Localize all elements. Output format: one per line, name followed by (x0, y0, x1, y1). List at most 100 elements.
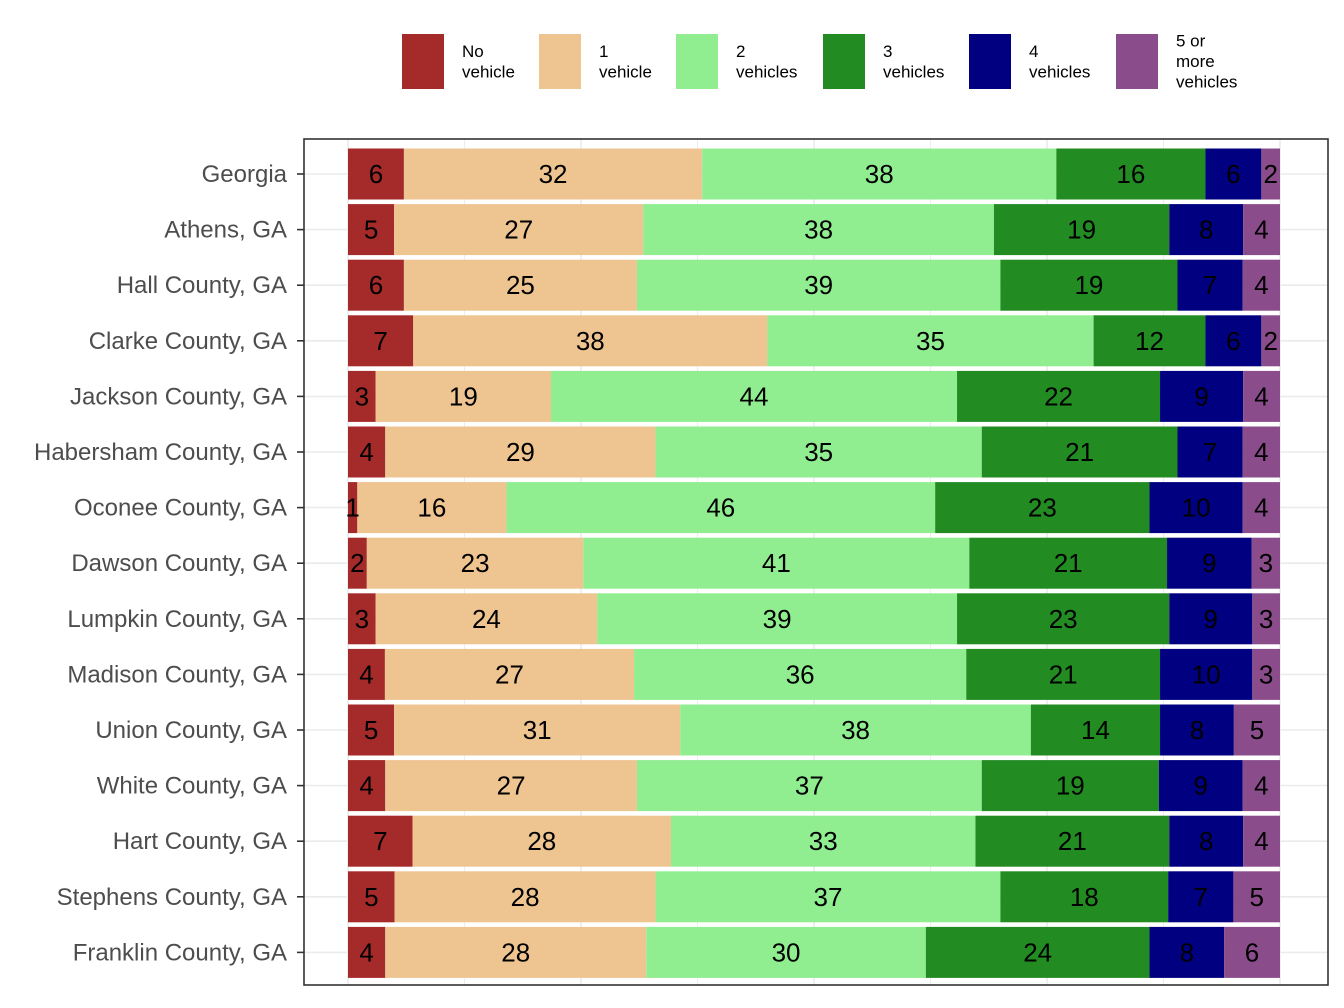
bar-label-franklin-county-ga-4-vehicles: 8 (1180, 937, 1194, 967)
bar-label-jackson-county-ga-1-vehicle: 19 (449, 381, 478, 411)
legend-label: vehicles (1176, 73, 1237, 92)
legend-label: No (462, 42, 484, 61)
bar-label-habersham-county-ga-no-vehicle: 4 (359, 437, 373, 467)
bar-lumpkin-county-ga-3-vehicles (957, 593, 1170, 645)
y-label-white-county-ga: White County, GA (97, 773, 287, 800)
bar-label-dawson-county-ga-1-vehicle: 23 (461, 548, 490, 578)
bar-hall-county-ga-2-vehicles (636, 259, 1001, 311)
bar-lumpkin-county-ga-4-vehicles (1169, 593, 1253, 645)
y-label-madison-county-ga: Madison County, GA (67, 661, 287, 688)
bar-label-union-county-ga-3-vehicles: 14 (1081, 715, 1110, 745)
bar-union-county-ga-3-vehicles (1030, 704, 1161, 756)
bar-label-hart-county-ga-no-vehicle: 7 (373, 826, 387, 856)
bar-franklin-county-ga-2-vehicles (646, 926, 926, 978)
bar-label-hall-county-ga-2-vehicles: 39 (804, 270, 833, 300)
bar-hart-county-ga-no-vehicle (348, 815, 413, 867)
legend-label: vehicle (599, 62, 652, 81)
bar-white-county-ga-3-vehicles (981, 760, 1159, 812)
bar-label-hart-county-ga-2-vehicles: 33 (809, 826, 838, 856)
bar-georgia-2-vehicles (702, 148, 1057, 200)
bar-stephens-county-ga-3-vehicles (1000, 871, 1169, 923)
bar-athens-ga-5-or-more-vehicles (1243, 204, 1280, 256)
bar-label-madison-county-ga-3-vehicles: 21 (1049, 659, 1078, 689)
bar-label-dawson-county-ga-5-or-more-vehicles: 3 (1259, 548, 1273, 578)
bar-label-habersham-county-ga-5-or-more-vehicles: 4 (1254, 437, 1268, 467)
bar-label-lumpkin-county-ga-5-or-more-vehicles: 3 (1259, 604, 1273, 634)
bar-oconee-county-ga-1-vehicle (357, 482, 507, 534)
bar-white-county-ga-1-vehicle (385, 760, 637, 812)
y-label-habersham-county-ga: Habersham County, GA (34, 439, 287, 466)
bar-label-madison-county-ga-1-vehicle: 27 (495, 659, 524, 689)
bar-georgia-3-vehicles (1056, 148, 1206, 200)
bar-jackson-county-ga-3-vehicles (957, 370, 1161, 422)
bar-union-county-ga-4-vehicles (1160, 704, 1234, 756)
bar-label-white-county-ga-2-vehicles: 37 (795, 771, 824, 801)
bar-white-county-ga-5-or-more-vehicles (1242, 760, 1280, 812)
bar-jackson-county-ga-4-vehicles (1160, 370, 1244, 422)
bar-label-franklin-county-ga-2-vehicles: 30 (772, 937, 801, 967)
bar-label-clarke-county-ga-3-vehicles: 12 (1135, 326, 1164, 356)
legend-label: vehicles (736, 62, 797, 81)
bar-clarke-county-ga-3-vehicles (1093, 315, 1206, 367)
legend-label: vehicles (883, 62, 944, 81)
bar-label-jackson-county-ga-2-vehicles: 44 (740, 381, 769, 411)
bar-label-athens-ga-5-or-more-vehicles: 4 (1254, 215, 1268, 245)
bar-georgia-5-or-more-vehicles (1261, 148, 1280, 200)
bar-label-union-county-ga-no-vehicle: 5 (364, 715, 378, 745)
bar-label-athens-ga-3-vehicles: 19 (1067, 215, 1096, 245)
bar-jackson-county-ga-1-vehicle (375, 370, 552, 422)
bar-white-county-ga-2-vehicles (636, 760, 982, 812)
bar-clarke-county-ga-no-vehicle (348, 315, 414, 367)
bar-franklin-county-ga-4-vehicles (1149, 926, 1225, 978)
bar-label-hart-county-ga-1-vehicle: 28 (527, 826, 556, 856)
bar-union-county-ga-no-vehicle (348, 704, 395, 756)
bar-habersham-county-ga-4-vehicles (1177, 426, 1243, 478)
bar-label-hall-county-ga-no-vehicle: 6 (369, 270, 383, 300)
bar-stephens-county-ga-no-vehicle (348, 871, 395, 923)
legend-label: vehicles (1029, 62, 1090, 81)
bar-hart-county-ga-5-or-more-vehicles (1243, 815, 1280, 867)
bar-madison-county-ga-5-or-more-vehicles (1252, 648, 1280, 700)
bar-label-franklin-county-ga-5-or-more-vehicles: 6 (1245, 937, 1259, 967)
bar-dawson-county-ga-3-vehicles (969, 537, 1168, 589)
legend-swatch (823, 34, 865, 89)
bar-clarke-county-ga-2-vehicles (767, 315, 1094, 367)
bar-label-franklin-county-ga-no-vehicle: 4 (359, 937, 373, 967)
bar-label-lumpkin-county-ga-1-vehicle: 24 (472, 604, 501, 634)
bar-label-stephens-county-ga-4-vehicles: 7 (1194, 882, 1208, 912)
bar-clarke-county-ga-1-vehicle (413, 315, 768, 367)
bar-habersham-county-ga-3-vehicles (981, 426, 1178, 478)
bar-jackson-county-ga-5-or-more-vehicles (1243, 370, 1280, 422)
bar-label-madison-county-ga-5-or-more-vehicles: 3 (1259, 659, 1273, 689)
bar-madison-county-ga-2-vehicles (634, 648, 967, 700)
bar-label-white-county-ga-3-vehicles: 19 (1056, 771, 1085, 801)
bar-stephens-county-ga-4-vehicles (1168, 871, 1234, 923)
bar-label-oconee-county-ga-2-vehicles: 46 (706, 493, 735, 523)
bar-oconee-county-ga-5-or-more-vehicles (1242, 482, 1280, 534)
bar-athens-ga-3-vehicles (993, 204, 1170, 256)
bar-label-jackson-county-ga-5-or-more-vehicles: 4 (1254, 381, 1268, 411)
bar-label-hall-county-ga-5-or-more-vehicles: 4 (1254, 270, 1268, 300)
bar-hall-county-ga-3-vehicles (1000, 259, 1178, 311)
bar-jackson-county-ga-no-vehicle (348, 370, 376, 422)
bar-label-white-county-ga-5-or-more-vehicles: 4 (1254, 771, 1268, 801)
bar-hall-county-ga-1-vehicle (403, 259, 637, 311)
bar-label-athens-ga-no-vehicle: 5 (364, 215, 378, 245)
bar-label-jackson-county-ga-4-vehicles: 9 (1194, 381, 1208, 411)
bar-dawson-county-ga-5-or-more-vehicles (1251, 537, 1280, 589)
bar-athens-ga-1-vehicle (394, 204, 644, 256)
bar-hart-county-ga-3-vehicles (975, 815, 1170, 867)
bar-franklin-county-ga-5-or-more-vehicles (1224, 926, 1280, 978)
legend-label: 4 (1029, 42, 1038, 61)
legend-label: more (1176, 52, 1215, 71)
y-label-hall-county-ga: Hall County, GA (117, 272, 287, 299)
y-label-dawson-county-ga: Dawson County, GA (71, 550, 287, 577)
bar-label-habersham-county-ga-1-vehicle: 29 (506, 437, 535, 467)
bar-label-georgia-no-vehicle: 6 (369, 159, 383, 189)
bar-georgia-4-vehicles (1205, 148, 1262, 200)
bar-label-lumpkin-county-ga-2-vehicles: 39 (763, 604, 792, 634)
bar-dawson-county-ga-2-vehicles (583, 537, 970, 589)
